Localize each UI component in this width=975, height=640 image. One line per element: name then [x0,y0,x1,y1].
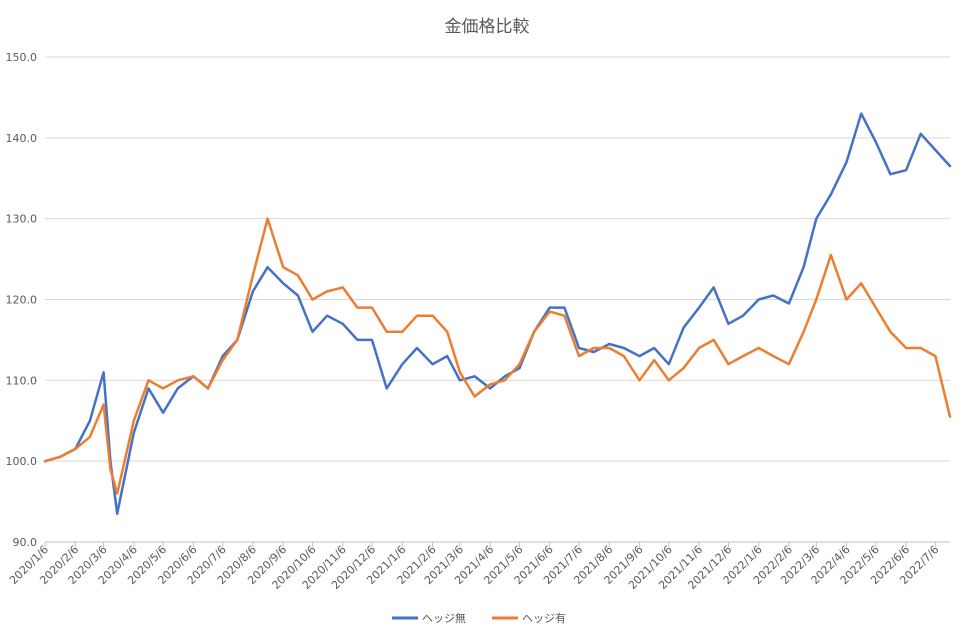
series-lines [43,112,952,515]
y-tick-label: 130.0 [6,213,38,226]
legend-label: ヘッジ有 [522,611,566,625]
chart-title: 金価格比較 [445,17,530,37]
y-tick-label: 110.0 [6,374,38,387]
y-axis: 90.0 100.0 110.0 120.0 130.0 140.0 150.0 [6,51,38,549]
y-tick-label: 120.0 [6,294,38,307]
y-tick-label: 150.0 [6,51,38,64]
gridlines [45,56,950,543]
y-tick-label: 90.0 [13,536,38,549]
x-axis: 2020/1/62020/2/62020/3/62020/4/62020/5/6… [7,541,950,592]
series-line-1 [43,112,952,515]
y-tick-label: 140.0 [6,132,38,145]
series-line-2 [43,217,952,495]
legend-label: ヘッジ無 [422,611,466,625]
y-tick-label: 100.0 [6,455,38,468]
legend: ヘッジ無 ヘッジ有 [392,611,566,625]
